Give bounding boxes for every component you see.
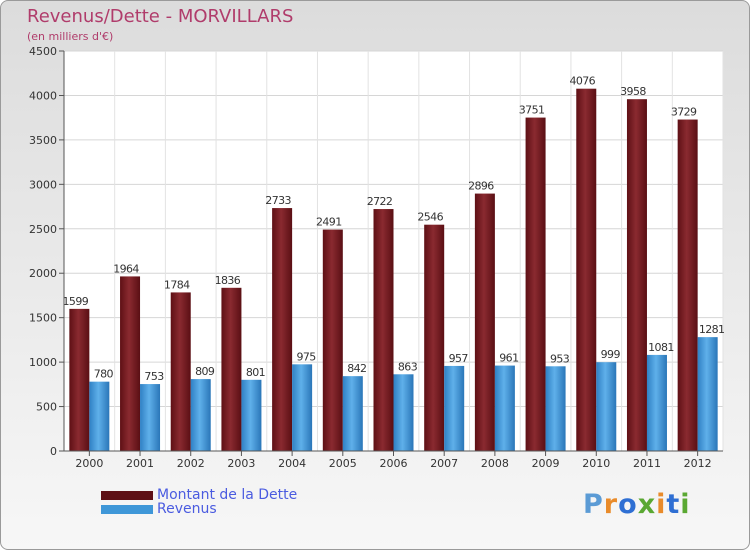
- legend-item-revenus: Revenus: [101, 501, 217, 517]
- x-tick-label-2006: 2006: [380, 457, 408, 470]
- y-tick-label-4500: 4500: [29, 45, 57, 58]
- bar-revenus-2006: [393, 374, 414, 451]
- bar-revenus-2002: [190, 379, 211, 451]
- bar-revenus-2000: [89, 381, 110, 451]
- bar-dette-2003: [221, 287, 242, 451]
- bars: [69, 88, 718, 452]
- data-labels: 1599 780 1964 753 1784 809 1836 801 2733 975 2491 8…: [63, 75, 726, 383]
- data-label-dette-2006: 2722: [367, 195, 393, 208]
- bar-dette-2012: [677, 119, 698, 452]
- x-tick-label-2001: 2001: [126, 457, 154, 470]
- logo-letter: x: [637, 489, 657, 520]
- x-tick-label-2005: 2005: [329, 457, 357, 470]
- bar-dette-2000: [69, 308, 90, 451]
- y-tick-label-4000: 4000: [29, 89, 57, 102]
- x-tick-label-2009: 2009: [532, 457, 560, 470]
- data-label-revenus-2004: 975: [297, 350, 317, 363]
- bar-revenus-2009: [545, 366, 566, 451]
- x-tick-label-2010: 2010: [582, 457, 610, 470]
- bar-dette-2009: [525, 117, 546, 452]
- x-tick-label-2002: 2002: [177, 457, 205, 470]
- data-label-revenus-2006: 863: [398, 360, 418, 373]
- logo-letter: r: [603, 489, 619, 520]
- bar-dette-2007: [424, 224, 445, 451]
- data-label-dette-2001: 1964: [113, 262, 139, 275]
- legend-label-revenus: Revenus: [157, 501, 217, 517]
- y-tick-label-3000: 3000: [29, 178, 57, 191]
- data-label-dette-2000: 1599: [63, 295, 89, 308]
- x-tick-label-2000: 2000: [75, 457, 103, 470]
- axes: 0 500 1000 1500 2000 2500 3000 3500 4000 4500 2000…: [29, 45, 723, 470]
- y-tick-label-1500: 1500: [29, 312, 57, 325]
- bar-revenus-2010: [596, 362, 617, 451]
- legend-swatch-debt: [101, 490, 153, 500]
- x-tick-label-2011: 2011: [633, 457, 661, 470]
- data-label-revenus-2010: 999: [601, 348, 621, 361]
- data-label-revenus-2002: 809: [195, 365, 215, 378]
- bar-revenus-2012: [697, 337, 718, 451]
- x-tick-label-2012: 2012: [684, 457, 712, 470]
- bar-revenus-2007: [444, 365, 465, 451]
- data-label-revenus-2003: 801: [246, 366, 265, 379]
- chart-title: Revenus/Dette - MORVILLARS: [27, 6, 294, 27]
- logo-letter: o: [618, 489, 638, 520]
- data-label-dette-2002: 1784: [164, 278, 190, 291]
- bar-dette-2001: [120, 276, 141, 451]
- data-label-dette-2012: 3729: [671, 106, 697, 119]
- x-tick-label-2008: 2008: [481, 457, 509, 470]
- x-tick-label-2004: 2004: [278, 457, 306, 470]
- y-tick-label-500: 500: [36, 401, 57, 414]
- data-label-revenus-2005: 842: [347, 362, 366, 375]
- data-label-dette-2005: 2491: [316, 216, 342, 229]
- data-label-revenus-2009: 953: [550, 352, 570, 365]
- logo-letter: i: [680, 489, 691, 520]
- logo-letter: t: [666, 489, 681, 520]
- bar-dette-2010: [576, 88, 597, 451]
- y-tick-label-0: 0: [50, 445, 57, 458]
- proxiti-logo: Proxiti: [583, 489, 691, 520]
- x-tick-label-2007: 2007: [430, 457, 458, 470]
- bar-revenus-2001: [140, 384, 161, 451]
- x-tick-label-2003: 2003: [227, 457, 255, 470]
- bar-dette-2008: [474, 193, 495, 452]
- data-label-dette-2007: 2546: [417, 211, 443, 224]
- data-label-revenus-2000: 780: [94, 368, 114, 381]
- data-label-revenus-2007: 957: [449, 352, 469, 365]
- chart-subtitle: (en milliers d'€): [27, 30, 114, 43]
- legend-item-debt: Montant de la Dette: [101, 487, 298, 503]
- data-label-dette-2011: 3958: [620, 85, 646, 98]
- bar-dette-2004: [272, 208, 293, 451]
- data-label-revenus-2001: 753: [144, 370, 164, 383]
- data-label-dette-2003: 1836: [215, 274, 241, 287]
- legend-swatch-revenus: [101, 504, 153, 514]
- bar-revenus-2011: [646, 354, 667, 451]
- y-tick-label-2000: 2000: [29, 267, 57, 280]
- logo-letter: i: [656, 489, 667, 520]
- bar-dette-2011: [626, 99, 647, 451]
- bar-dette-2005: [322, 229, 343, 451]
- bar-revenus-2005: [342, 376, 363, 451]
- data-label-dette-2004: 2733: [265, 194, 291, 207]
- data-label-dette-2008: 2896: [468, 180, 494, 193]
- y-tick-label-2500: 2500: [29, 223, 57, 236]
- data-label-dette-2010: 4076: [569, 75, 595, 88]
- bar-dette-2006: [373, 209, 394, 451]
- logo-letter: P: [583, 489, 604, 520]
- legend-label-debt: Montant de la Dette: [157, 487, 298, 503]
- bar-revenus-2004: [292, 364, 313, 451]
- data-label-revenus-2011: 1081: [648, 341, 674, 354]
- bar-dette-2002: [170, 292, 191, 451]
- y-tick-label-3500: 3500: [29, 134, 57, 147]
- bar-revenus-2003: [241, 379, 262, 451]
- data-label-revenus-2012: 1281: [699, 323, 725, 336]
- y-tick-label-1000: 1000: [29, 356, 57, 369]
- bar-revenus-2008: [494, 365, 515, 451]
- data-label-revenus-2008: 961: [499, 352, 518, 365]
- data-label-dette-2009: 3751: [519, 104, 545, 117]
